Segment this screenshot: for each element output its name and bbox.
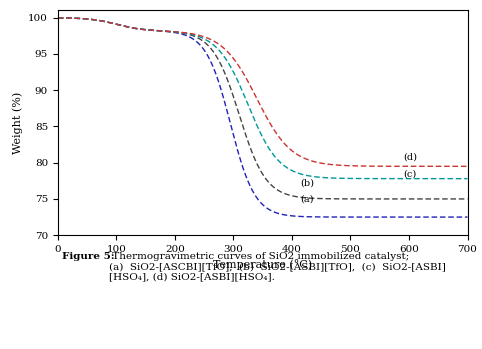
X-axis label: Temperature (°C): Temperature (°C) [213,259,312,270]
Text: (d): (d) [403,153,417,161]
Y-axis label: Weight (%): Weight (%) [12,92,23,154]
Text: Thermogravimetric curves of SiO2 immobilized catalyst;
(a)  SiO2-[ASCBI][TfO],  : Thermogravimetric curves of SiO2 immobil… [109,252,446,281]
Text: (c): (c) [403,169,416,178]
Text: (a): (a) [301,194,314,203]
Text: (b): (b) [301,178,315,187]
Text: Figure 5:: Figure 5: [62,252,115,261]
